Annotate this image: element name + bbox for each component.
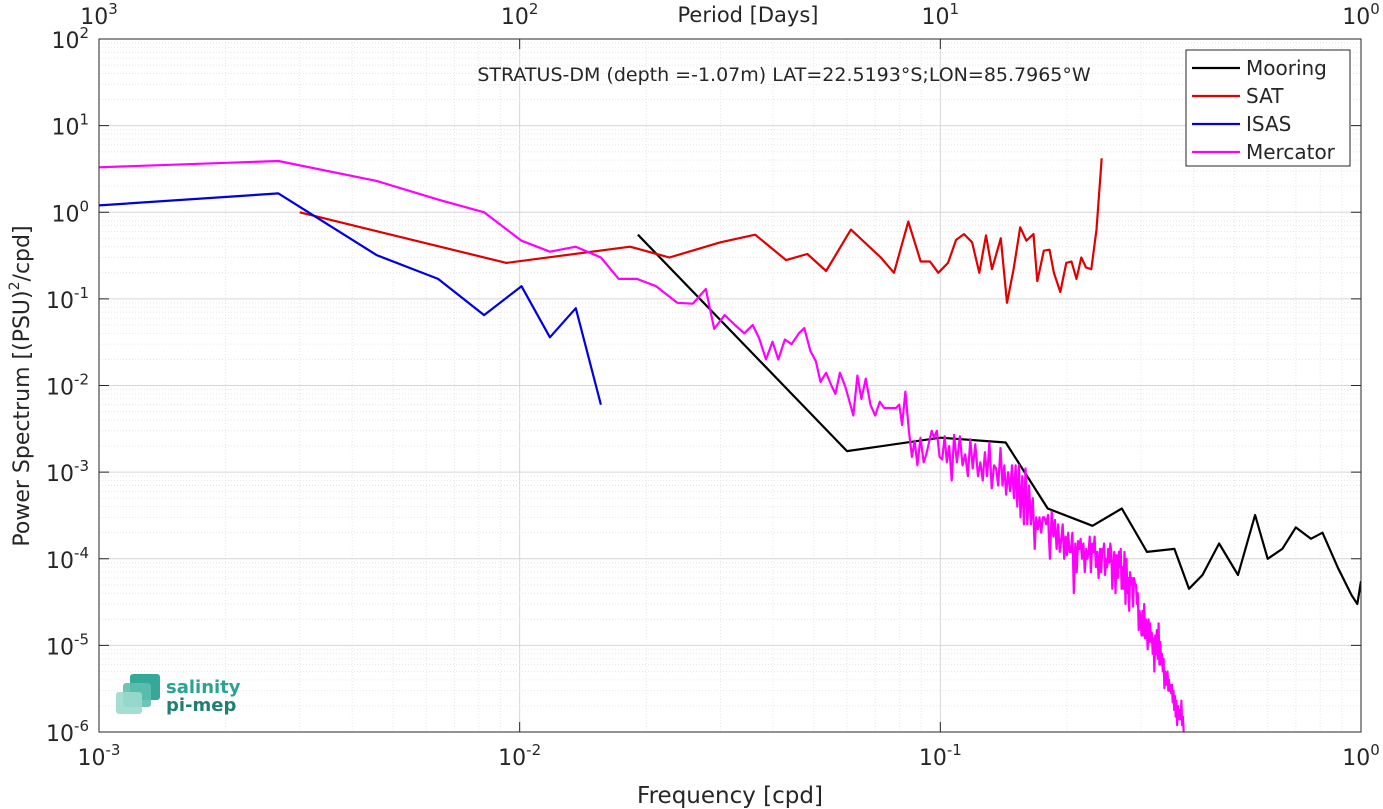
top-axis-label: Period [Days] — [678, 3, 819, 27]
y-tick-label: 10-6 — [46, 717, 89, 747]
top-tick-label-exp: 2 — [529, 0, 539, 18]
y-tick-label-exp: -5 — [74, 630, 89, 648]
x-tick-label-exp: -1 — [947, 741, 962, 759]
legend-label-mooring: Mooring — [1246, 56, 1327, 80]
y-tick-label-base: 10 — [46, 635, 74, 660]
x-axis-label: Frequency [cpd] — [637, 783, 823, 809]
y-tick-label-exp: 2 — [79, 24, 89, 42]
y-axis-label-main: Power Spectrum [(PSU) — [10, 290, 35, 546]
logo-layer-front — [116, 692, 142, 714]
legend-label-sat: SAT — [1246, 84, 1284, 108]
x-tick-label: 10-1 — [919, 741, 962, 771]
legend-entries: Mooring SAT ISAS Mercator — [1192, 56, 1336, 164]
x-tick-label-base: 10 — [919, 746, 947, 771]
y-tick-label: 102 — [51, 24, 89, 54]
x-tick-label: 100 — [1342, 741, 1380, 771]
legend-label-isas: ISAS — [1246, 112, 1291, 136]
series-line-sat — [299, 158, 1103, 304]
y-tick-label: 100 — [51, 197, 89, 227]
y-tick-label: 10-5 — [46, 630, 89, 660]
legend-label-mercator: Mercator — [1246, 140, 1336, 164]
top-tick-labels: 103 102 101 100 — [80, 0, 1380, 30]
top-tick-label-base: 10 — [501, 5, 529, 30]
y-tick-label-base: 10 — [46, 376, 74, 401]
series-lines — [99, 158, 1361, 732]
top-tick-label-exp: 0 — [1370, 0, 1380, 18]
series-line-isas — [99, 192, 602, 405]
top-tick-label-exp: 1 — [950, 0, 960, 18]
x-tick-labels: 10-3 10-2 10-1 100 — [78, 741, 1380, 771]
y-tick-label: 10-3 — [46, 457, 89, 487]
y-tick-label-exp: -1 — [74, 284, 89, 302]
y-tick-label-exp: -3 — [74, 457, 89, 475]
y-tick-label: 10-2 — [46, 371, 89, 401]
y-tick-label-exp: -6 — [74, 717, 89, 735]
y-tick-label-base: 10 — [51, 116, 79, 141]
series-line-mooring — [637, 233, 1361, 606]
series-line-mercator — [99, 159, 1185, 732]
y-tick-label-exp: -2 — [74, 371, 89, 389]
top-tick-label: 101 — [922, 0, 960, 30]
top-tick-label-base: 10 — [1342, 5, 1370, 30]
y-tick-label: 10-1 — [46, 284, 89, 314]
y-tick-label-base: 10 — [51, 202, 79, 227]
y-tick-label-base: 10 — [46, 289, 74, 314]
top-tick-label-exp: 3 — [108, 0, 118, 18]
y-axis-label: Power Spectrum [(PSU)2/cpd] — [7, 225, 35, 546]
x-tick-label-exp: -2 — [526, 741, 541, 759]
x-tick-label-exp: -3 — [106, 741, 121, 759]
x-tick-label: 10-3 — [78, 741, 121, 771]
x-tick-label-base: 10 — [78, 746, 106, 771]
top-tick-label: 103 — [80, 0, 118, 30]
y-tick-label-exp: -4 — [74, 544, 89, 562]
logo-text-salinity: salinity — [166, 677, 241, 698]
y-tick-label: 101 — [51, 111, 89, 141]
top-tick-label-base: 10 — [80, 5, 108, 30]
y-tick-label: 10-4 — [46, 544, 89, 574]
y-tick-label-base: 10 — [46, 722, 74, 747]
salinity-pi-mep-logo: salinity pi-mep — [116, 674, 241, 716]
legend-box — [1185, 49, 1351, 167]
chart-title: STRATUS-DM (depth =-1.07m) LAT=22.5193°S… — [477, 64, 1091, 86]
y-tick-label-base: 10 — [46, 549, 74, 574]
y-axis-label-tail: /cpd] — [10, 225, 35, 281]
y-tick-label-exp: 0 — [79, 197, 89, 215]
top-tick-label: 100 — [1342, 0, 1380, 30]
y-tick-label-base: 10 — [46, 462, 74, 487]
grid — [99, 39, 1361, 732]
y-tick-label-exp: 1 — [79, 111, 89, 129]
top-tick-label: 102 — [501, 0, 539, 30]
axis-ticks — [98, 38, 1362, 733]
x-tick-label-base: 10 — [498, 746, 526, 771]
top-tick-label-base: 10 — [922, 5, 950, 30]
x-tick-label-exp: 0 — [1370, 741, 1380, 759]
y-tick-label-base: 10 — [51, 29, 79, 54]
legend: Mooring SAT ISAS Mercator — [1185, 49, 1351, 167]
x-tick-label-base: 10 — [1342, 746, 1370, 771]
x-tick-label: 10-2 — [498, 741, 541, 771]
y-axis-label-sup: 2 — [7, 281, 23, 290]
logo-text-pi-mep: pi-mep — [166, 695, 236, 716]
